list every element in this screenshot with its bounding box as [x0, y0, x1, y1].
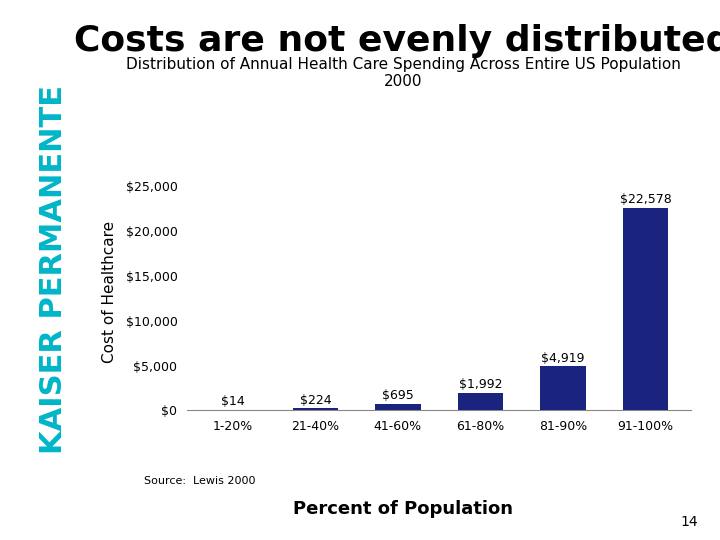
Y-axis label: Cost of Healthcare: Cost of Healthcare: [102, 220, 117, 363]
Text: $22,578: $22,578: [620, 193, 672, 206]
Text: 14: 14: [681, 515, 698, 529]
Text: KAISER PERMANENTE: KAISER PERMANENTE: [40, 85, 68, 455]
Text: $14: $14: [221, 395, 245, 408]
Bar: [292, 408, 338, 410]
Bar: [540, 366, 586, 410]
Bar: [375, 404, 420, 410]
Bar: [623, 208, 668, 410]
Text: $224: $224: [300, 394, 331, 407]
Text: Percent of Population: Percent of Population: [293, 501, 513, 518]
Text: Costs are not evenly distributed: Costs are not evenly distributed: [74, 24, 720, 58]
Text: $4,919: $4,919: [541, 352, 585, 365]
Text: Source:  Lewis 2000: Source: Lewis 2000: [144, 476, 256, 486]
Text: $1,992: $1,992: [459, 378, 503, 391]
Text: $695: $695: [382, 389, 414, 402]
Bar: [458, 393, 503, 410]
Text: Distribution of Annual Health Care Spending Across Entire US Population
2000: Distribution of Annual Health Care Spend…: [126, 57, 680, 89]
